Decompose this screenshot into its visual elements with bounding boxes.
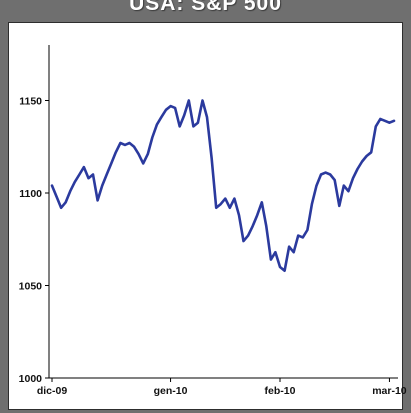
y-tick-label: 1150 xyxy=(19,96,42,108)
x-tick-label: dic-09 xyxy=(37,385,68,397)
chart-title: USA: S&P 500 xyxy=(129,0,282,15)
x-tick-label: gen-10 xyxy=(154,385,188,397)
x-tick-label: mar-10 xyxy=(372,385,407,397)
y-tick-label: 1000 xyxy=(19,373,43,385)
x-tick-label: feb-10 xyxy=(265,385,296,397)
plot-panel xyxy=(8,22,403,410)
series-line xyxy=(50,99,396,272)
y-tick-label: 1050 xyxy=(19,281,43,293)
y-tick-label: 1100 xyxy=(19,188,42,200)
